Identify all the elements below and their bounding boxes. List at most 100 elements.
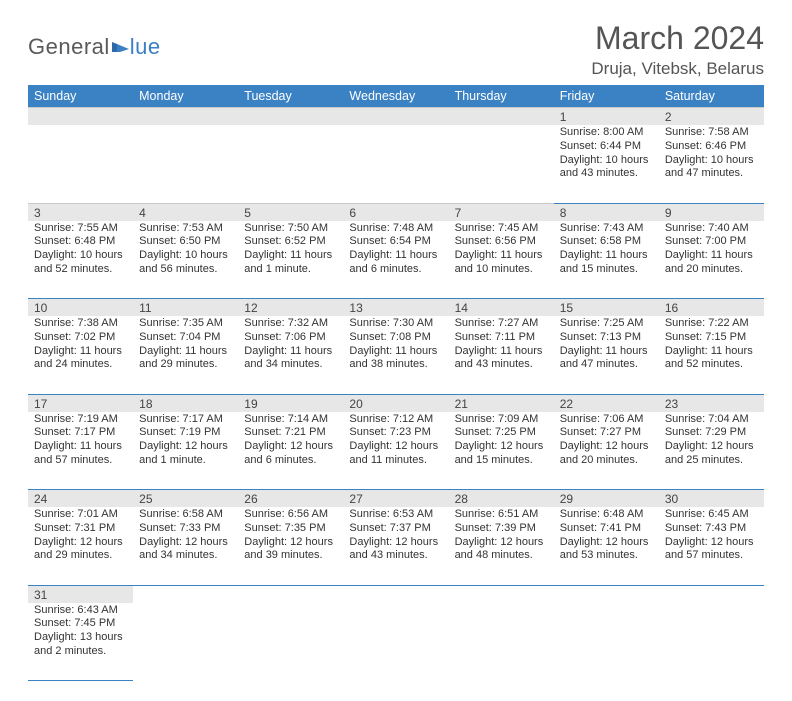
day-cell: Sunrise: 6:56 AMSunset: 7:35 PMDaylight:… [238, 507, 343, 585]
empty-number-cell [449, 108, 554, 126]
empty-cell [238, 125, 343, 203]
day-info-line: Daylight: 12 hours [349, 440, 442, 454]
day-info-line: and 25 minutes. [665, 454, 758, 468]
day-number-cell: 20 [343, 394, 448, 412]
day-info-line: and 48 minutes. [455, 549, 548, 563]
day-number-cell: 16 [659, 299, 764, 317]
day-info-line: Sunrise: 7:25 AM [560, 317, 653, 331]
day-info-line: and 15 minutes. [455, 454, 548, 468]
day-cell: Sunrise: 7:50 AMSunset: 6:52 PMDaylight:… [238, 221, 343, 299]
day-info-line: Daylight: 12 hours [455, 440, 548, 454]
day-info-line: and 24 minutes. [34, 358, 127, 372]
day-info-line: and 1 minute. [244, 263, 337, 277]
day-info: Sunrise: 7:22 AMSunset: 7:15 PMDaylight:… [665, 316, 758, 372]
day-info-line: Sunset: 7:23 PM [349, 426, 442, 440]
day-number-cell: 13 [343, 299, 448, 317]
dow-header-cell: Saturday [659, 85, 764, 108]
page-header: General lue March 2024 Druja, Vitebsk, B… [28, 20, 764, 79]
day-info-line: Daylight: 11 hours [34, 440, 127, 454]
day-number-cell: 15 [554, 299, 659, 317]
day-info-line: and 47 minutes. [665, 167, 758, 181]
day-info-line: and 43 minutes. [560, 167, 653, 181]
day-info-row: Sunrise: 6:43 AMSunset: 7:45 PMDaylight:… [28, 603, 764, 681]
day-number-cell: 11 [133, 299, 238, 317]
day-info-line: Sunrise: 7:55 AM [34, 222, 127, 236]
day-number-cell: 25 [133, 490, 238, 508]
empty-number-cell [133, 585, 238, 603]
day-info-line: Sunset: 7:04 PM [139, 331, 232, 345]
day-info-line: Daylight: 10 hours [34, 249, 127, 263]
empty-cell [449, 603, 554, 681]
dow-header-cell: Wednesday [343, 85, 448, 108]
day-number-cell: 31 [28, 585, 133, 603]
day-number-cell: 22 [554, 394, 659, 412]
calendar-page: General lue March 2024 Druja, Vitebsk, B… [0, 0, 792, 701]
day-info: Sunrise: 7:09 AMSunset: 7:25 PMDaylight:… [455, 412, 548, 468]
day-cell: Sunrise: 8:00 AMSunset: 6:44 PMDaylight:… [554, 125, 659, 203]
day-info-line: Sunset: 6:52 PM [244, 235, 337, 249]
brand-logo: General lue [28, 34, 161, 60]
day-info-line: and 43 minutes. [455, 358, 548, 372]
day-info-line: Sunset: 7:41 PM [560, 522, 653, 536]
day-info-line: Sunset: 6:54 PM [349, 235, 442, 249]
day-info: Sunrise: 6:56 AMSunset: 7:35 PMDaylight:… [244, 507, 337, 563]
day-info-line: and 56 minutes. [139, 263, 232, 277]
day-info: Sunrise: 6:45 AMSunset: 7:43 PMDaylight:… [665, 507, 758, 563]
day-cell: Sunrise: 7:25 AMSunset: 7:13 PMDaylight:… [554, 316, 659, 394]
day-info-line: Daylight: 11 hours [349, 345, 442, 359]
dow-header-cell: Thursday [449, 85, 554, 108]
empty-number-cell [238, 108, 343, 126]
day-info-line: Daylight: 12 hours [244, 440, 337, 454]
empty-number-cell [449, 585, 554, 603]
day-info-line: Sunrise: 6:45 AM [665, 508, 758, 522]
day-info-line: and 20 minutes. [665, 263, 758, 277]
day-info-line: Sunrise: 6:43 AM [34, 604, 127, 618]
day-cell: Sunrise: 7:04 AMSunset: 7:29 PMDaylight:… [659, 412, 764, 490]
day-info-line: Sunset: 7:39 PM [455, 522, 548, 536]
day-info: Sunrise: 7:58 AMSunset: 6:46 PMDaylight:… [665, 125, 758, 181]
day-number-cell: 27 [343, 490, 448, 508]
day-info: Sunrise: 7:43 AMSunset: 6:58 PMDaylight:… [560, 221, 653, 277]
day-info: Sunrise: 7:01 AMSunset: 7:31 PMDaylight:… [34, 507, 127, 563]
day-info-line: Sunset: 7:08 PM [349, 331, 442, 345]
day-cell: Sunrise: 7:06 AMSunset: 7:27 PMDaylight:… [554, 412, 659, 490]
day-number-cell: 1 [554, 108, 659, 126]
empty-number-cell [659, 585, 764, 603]
day-info-line: and 20 minutes. [560, 454, 653, 468]
empty-cell [659, 603, 764, 681]
day-info-line: Daylight: 12 hours [139, 440, 232, 454]
day-info-line: Sunrise: 8:00 AM [560, 126, 653, 140]
day-info-line: Sunset: 7:37 PM [349, 522, 442, 536]
day-info: Sunrise: 7:55 AMSunset: 6:48 PMDaylight:… [34, 221, 127, 277]
day-info-line: Sunset: 7:21 PM [244, 426, 337, 440]
calendar-table: SundayMondayTuesdayWednesdayThursdayFrid… [28, 85, 764, 681]
day-cell: Sunrise: 7:40 AMSunset: 7:00 PMDaylight:… [659, 221, 764, 299]
day-info: Sunrise: 6:53 AMSunset: 7:37 PMDaylight:… [349, 507, 442, 563]
empty-cell [343, 603, 448, 681]
day-info: Sunrise: 7:17 AMSunset: 7:19 PMDaylight:… [139, 412, 232, 468]
day-info-line: and 39 minutes. [244, 549, 337, 563]
day-info-line: Sunrise: 7:32 AM [244, 317, 337, 331]
day-info-line: and 38 minutes. [349, 358, 442, 372]
day-info-line: Daylight: 11 hours [455, 345, 548, 359]
empty-number-cell [554, 585, 659, 603]
day-number-cell: 18 [133, 394, 238, 412]
day-info-line: and 52 minutes. [665, 358, 758, 372]
dow-header-row: SundayMondayTuesdayWednesdayThursdayFrid… [28, 85, 764, 108]
day-number-cell: 23 [659, 394, 764, 412]
empty-number-cell [238, 585, 343, 603]
empty-cell [554, 603, 659, 681]
empty-number-cell [343, 585, 448, 603]
day-info: Sunrise: 7:12 AMSunset: 7:23 PMDaylight:… [349, 412, 442, 468]
day-cell: Sunrise: 7:19 AMSunset: 7:17 PMDaylight:… [28, 412, 133, 490]
day-info-line: Sunrise: 7:43 AM [560, 222, 653, 236]
day-info-line: Sunset: 7:13 PM [560, 331, 653, 345]
day-info-line: Sunset: 6:46 PM [665, 140, 758, 154]
day-info-line: Sunset: 6:50 PM [139, 235, 232, 249]
day-info-row: Sunrise: 7:55 AMSunset: 6:48 PMDaylight:… [28, 221, 764, 299]
day-info-line: Sunset: 7:25 PM [455, 426, 548, 440]
day-info-line: Daylight: 12 hours [34, 536, 127, 550]
day-info-row: Sunrise: 7:38 AMSunset: 7:02 PMDaylight:… [28, 316, 764, 394]
day-info-line: Daylight: 10 hours [139, 249, 232, 263]
day-info-line: Sunset: 7:43 PM [665, 522, 758, 536]
